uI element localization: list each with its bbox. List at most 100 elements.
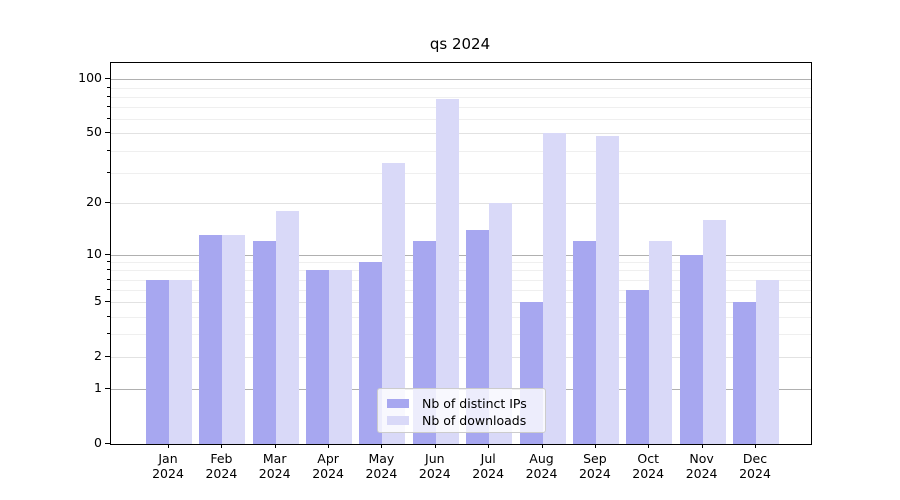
x-tick-label-month: Dec [742, 451, 768, 466]
x-tick-label-month: May [368, 451, 395, 466]
x-tick-mark [541, 444, 543, 448]
x-tick-label-month: Mar [262, 451, 287, 466]
y-tick-label: 10 [86, 245, 102, 261]
major-gridline [111, 254, 811, 256]
y-tick-mark [105, 78, 110, 80]
x-tick-label-year: 2024 [312, 466, 344, 481]
legend-swatch-downloads [387, 415, 409, 425]
minor-gridline [111, 316, 811, 318]
x-tick-label-year: 2024 [739, 466, 771, 481]
y-tick-mark [105, 443, 110, 444]
y-tick-mark [105, 202, 110, 204]
minor-gridline [111, 119, 811, 121]
y-minor-tick-mark [107, 289, 110, 291]
bar-may-downloads [382, 163, 406, 444]
y-tick-label: 50 [86, 124, 102, 140]
x-tick-mark [221, 444, 223, 448]
x-tick-label-year: 2024 [258, 466, 291, 481]
x-tick-label: Feb 2024 [191, 451, 251, 481]
y-minor-tick-mark [107, 269, 110, 271]
x-tick-label-month: Aug [529, 451, 554, 466]
bar-dec-downloads [756, 279, 779, 444]
x-tick-mark [755, 444, 756, 448]
x-tick-mark [434, 444, 436, 448]
y-tick-mark [105, 356, 110, 358]
y-minor-tick-mark [107, 171, 110, 173]
x-tick-mark [594, 444, 596, 448]
x-tick-label: May 2024 [351, 451, 411, 481]
x-tick-label-month: Sep [583, 451, 607, 466]
y-tick-label: 0 [94, 435, 102, 450]
major-gridline [111, 203, 811, 205]
x-tick-label-month: Jan [158, 451, 178, 466]
y-minor-tick-mark [107, 315, 110, 317]
bar-apr-ips [306, 270, 330, 444]
x-tick-label-year: 2024 [472, 466, 505, 481]
x-tick-label-year: 2024 [418, 466, 451, 481]
legend-item-distinct-ips: Nb of distinct IPs [387, 395, 545, 411]
x-tick-mark [488, 444, 490, 448]
y-minor-tick-mark [107, 278, 110, 280]
x-tick-label: Apr 2024 [298, 451, 358, 481]
y-tick-label: 5 [94, 293, 102, 309]
legend-label-distinct-ips: Nb of distinct IPs [422, 395, 527, 411]
y-minor-tick-mark [107, 86, 110, 88]
x-tick-label-year: 2024 [685, 466, 718, 481]
y-minor-tick-mark [107, 149, 110, 151]
bar-jul-downloads [489, 203, 513, 444]
y-tick-mark [105, 132, 110, 134]
bars-layer [111, 63, 811, 444]
y-tick-mark [105, 253, 110, 255]
bar-feb-downloads [222, 235, 246, 444]
minor-gridline [111, 87, 811, 89]
x-tick-label-month: Jun [425, 451, 445, 466]
x-tick-label-year: 2024 [632, 466, 665, 481]
x-tick-mark [648, 444, 650, 448]
major-gridline [111, 302, 811, 304]
bar-apr-downloads [329, 270, 353, 444]
x-tick-mark [701, 444, 703, 448]
bar-may-ips [359, 262, 383, 444]
bar-feb-ips [199, 235, 223, 444]
minor-gridline [111, 150, 811, 152]
y-tick-label: 100 [78, 70, 102, 86]
x-tick-label: Jan 2024 [138, 451, 198, 481]
bar-oct-ips [626, 290, 650, 444]
y-tick-label: 2 [94, 348, 102, 364]
minor-gridline [111, 107, 811, 109]
minor-gridline [111, 270, 811, 272]
bar-jan-downloads [169, 279, 192, 444]
x-tick-label-month: Nov [689, 451, 714, 466]
x-tick-label-year: 2024 [152, 466, 184, 481]
x-tick-label-month: Apr [317, 451, 339, 466]
x-tick-label: Mar 2024 [245, 451, 305, 481]
legend-item-downloads: Nb of downloads [387, 412, 545, 428]
y-minor-tick-mark [107, 261, 110, 262]
minor-gridline [111, 279, 811, 281]
x-tick-label-year: 2024 [525, 466, 558, 481]
x-tick-label-month: Jul [480, 451, 496, 466]
major-gridline [111, 357, 811, 359]
minor-gridline [111, 334, 811, 336]
x-tick-mark [274, 444, 276, 448]
x-tick-label: Oct 2024 [618, 451, 678, 481]
bar-nov-ips [679, 254, 703, 444]
x-tick-label: Jul 2024 [458, 451, 518, 481]
y-minor-tick-mark [107, 95, 110, 97]
major-gridline [111, 79, 811, 81]
bar-sep-ips [572, 241, 596, 444]
x-tick-mark [328, 444, 330, 448]
x-tick-label: Aug 2024 [512, 451, 572, 481]
chart-title: qs 2024 [429, 35, 491, 53]
y-minor-tick-mark [107, 106, 110, 108]
bar-nov-downloads [702, 220, 726, 444]
bar-oct-downloads [649, 241, 673, 444]
bar-jan-ips [146, 279, 169, 444]
plot-area [110, 62, 812, 445]
x-tick-label: Jun 2024 [405, 451, 465, 481]
x-tick-label: Dec 2024 [725, 451, 785, 481]
bar-aug-downloads [542, 133, 566, 444]
x-tick-label-year: 2024 [365, 466, 398, 481]
legend-label-downloads: Nb of downloads [422, 412, 527, 428]
